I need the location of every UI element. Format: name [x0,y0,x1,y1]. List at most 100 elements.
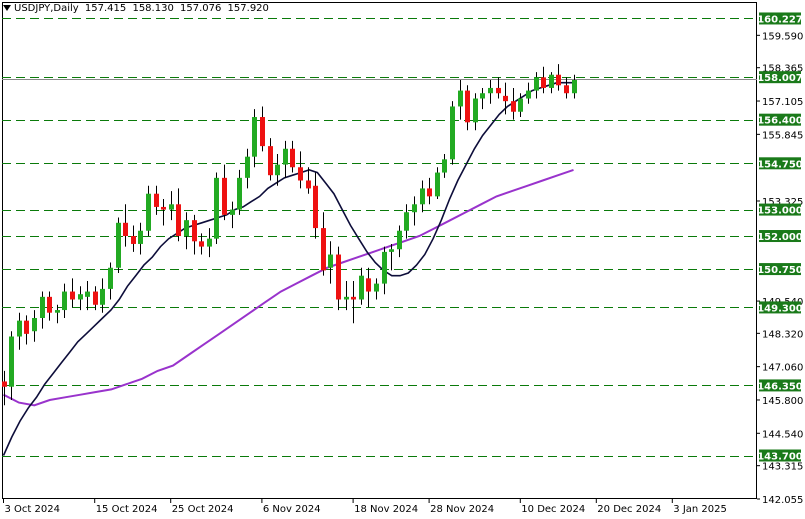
candle-body [344,296,349,300]
candle [549,72,554,94]
level-label-text: 154.750 [757,159,803,170]
y-tick-label: 142.055 [762,495,803,506]
level-label-box [759,71,801,84]
candle-body [275,164,280,176]
high-value: 158.130 [132,3,174,14]
candle [397,225,402,258]
candle [222,164,227,221]
y-tick-label: 157.105 [762,97,803,108]
candle [420,180,425,213]
candle-body [108,267,113,289]
candle-body [465,90,470,123]
ma-slow-line [3,168,574,407]
candle-body [549,74,554,88]
candle [290,140,295,173]
candle-body [214,177,219,239]
candle-body [131,236,136,244]
candle [40,291,45,329]
candle [283,140,288,178]
open-value: 157.415 [84,3,127,14]
level-label-text: 143.700 [757,452,803,463]
candle-body [252,117,257,157]
candle-body [55,310,60,313]
candle-body [237,177,242,210]
candle [435,167,440,200]
candle-body [176,204,181,237]
candle [534,72,539,99]
candle-body [78,294,83,300]
candle [412,196,417,226]
candle-body [359,275,364,300]
candle-body [321,228,326,271]
candle-body [503,95,508,102]
chart-header: USDJPY,Daily 157.415 158.130 157.076 157… [3,3,272,14]
candle [154,185,159,215]
candle [184,212,189,250]
level-label-text: 160.227 [757,14,803,25]
level-label: 153.000 [757,203,803,217]
close-value: 157.920 [227,3,269,14]
candle [427,177,432,205]
candle [328,241,333,284]
candle-body [123,222,128,237]
collapse-triangle-icon[interactable] [3,5,11,11]
candle [24,315,29,345]
candle [465,85,470,131]
candle-body [496,87,501,94]
candle [116,217,121,274]
level-label-text: 152.000 [757,232,803,243]
candle-body [541,77,546,88]
level-label-text: 156.400 [757,116,803,127]
candle [389,243,394,271]
ma-fast-line [2,81,574,456]
level-label-box [759,263,801,276]
candle [17,312,22,350]
plot-frame [2,2,757,499]
candle-body [138,230,143,244]
candle-body [473,98,478,123]
level-label-text: 158.007 [757,73,803,84]
level-label: 158.007 [757,71,803,84]
candle [359,267,364,305]
candle [564,77,569,99]
candle-body [283,148,288,165]
candle-body [572,80,577,94]
x-tick-label: 15 Oct 2024 [96,504,158,515]
candle-body [534,77,539,91]
candle [192,214,197,255]
candle [306,167,311,194]
candle [2,370,7,406]
candle-body [245,156,250,178]
candle-body [154,193,159,207]
candle-body [306,180,311,189]
candle [268,138,273,181]
candle [336,246,341,311]
candle-body [442,159,447,173]
candle [230,201,235,229]
y-tick-label: 159.590 [762,31,803,42]
y-tick-label: 145.800 [762,396,803,407]
candle-body [366,278,371,292]
candle-body [564,85,569,94]
candle-body [427,188,432,197]
candle [404,204,409,239]
level-label-box [759,113,801,126]
candle-body [374,283,379,292]
candle-body [518,98,523,112]
level-label: 143.700 [757,449,803,463]
level-label-box [759,379,801,392]
candle [321,212,326,276]
candle [237,169,242,215]
candle-body [511,101,516,112]
candle-body [2,381,7,387]
candle [298,151,303,189]
candle-body [382,251,387,284]
candle [146,185,151,237]
level-label: 149.300 [757,301,803,314]
candle-body [336,254,341,300]
candle-body [556,74,561,86]
level-label: 160.227 [757,12,803,25]
level-label-box [759,157,801,170]
y-tick-label: 147.060 [762,363,803,374]
